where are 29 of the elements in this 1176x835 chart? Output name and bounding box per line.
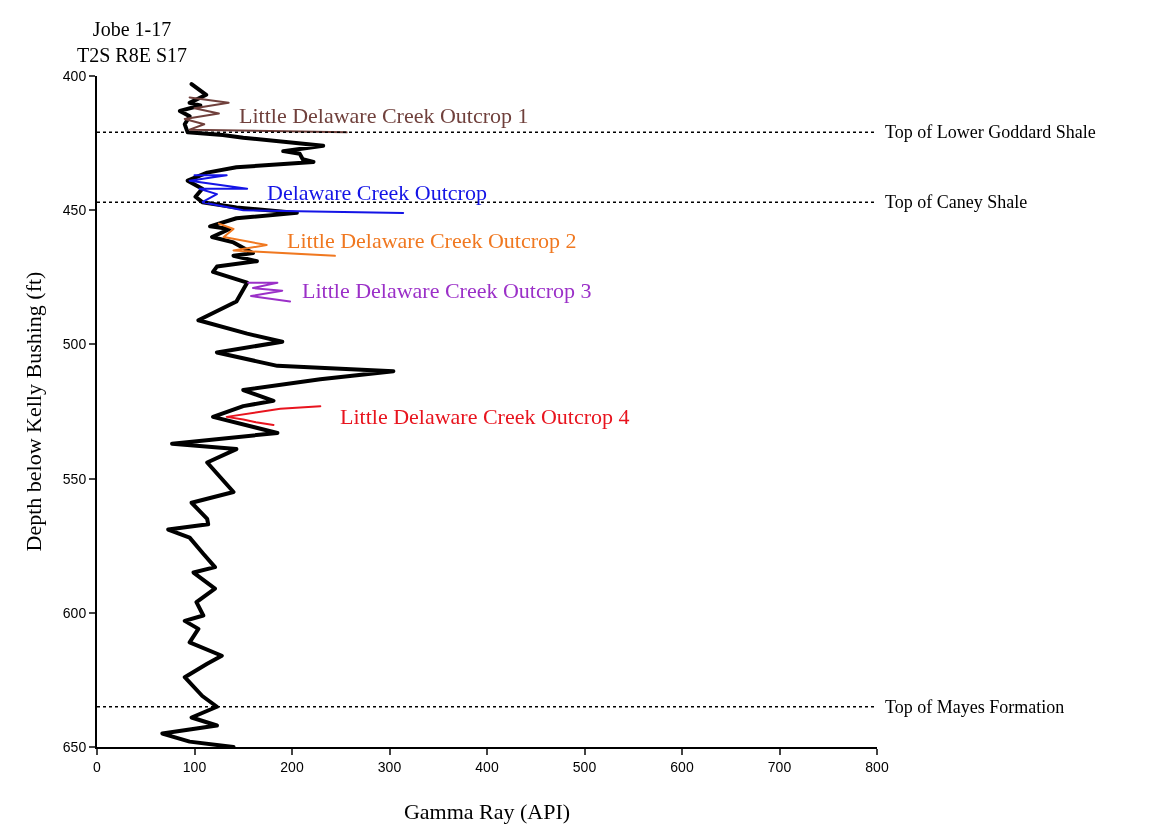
y-tick-label: 650 — [62, 738, 87, 755]
x-tick-label: 0 — [93, 758, 102, 775]
line-series — [247, 281, 292, 303]
x-tick-label: 100 — [182, 758, 207, 775]
ref-line-label: Top of Caney Shale — [885, 192, 1028, 212]
y-tick-label: 600 — [62, 604, 87, 621]
x-tick-label: 700 — [767, 758, 792, 775]
x-axis-title: Gamma Ray (API) — [403, 799, 571, 825]
y-tick-label: 400 — [62, 67, 87, 84]
x-tick-label: 800 — [865, 758, 889, 775]
series-label: Delaware Creek Outcrop — [267, 180, 487, 205]
x-tick-label: 200 — [280, 758, 304, 775]
series-label: Little Delaware Creek Outcrop 2 — [287, 228, 577, 253]
ref-line-label: Top of Lower Goddard Shale — [885, 122, 1096, 142]
x-tick-label: 400 — [475, 758, 499, 775]
series-label: Little Delaware Creek Outcrop 3 — [302, 278, 592, 303]
series-label: Little Delaware Creek Outcrop 1 — [239, 103, 529, 128]
chart-title: Jobe 1-17 T2S R8E S17 — [77, 18, 188, 66]
series-label: Little Delaware Creek Outcrop 4 — [340, 404, 630, 429]
y-axis-title: Depth below Kelly Bushing (ft) — [21, 271, 47, 552]
y-tick-label: 500 — [62, 336, 87, 353]
line-series — [225, 405, 322, 426]
x-tick-label: 600 — [670, 758, 694, 775]
line-series — [217, 222, 336, 257]
x-tick-label: 500 — [572, 758, 597, 775]
y-tick-label: 450 — [62, 202, 87, 219]
y-tick-label: 550 — [62, 470, 87, 487]
ref-line-label: Top of Mayes Formation — [885, 697, 1065, 717]
x-tick-label: 300 — [377, 758, 402, 775]
